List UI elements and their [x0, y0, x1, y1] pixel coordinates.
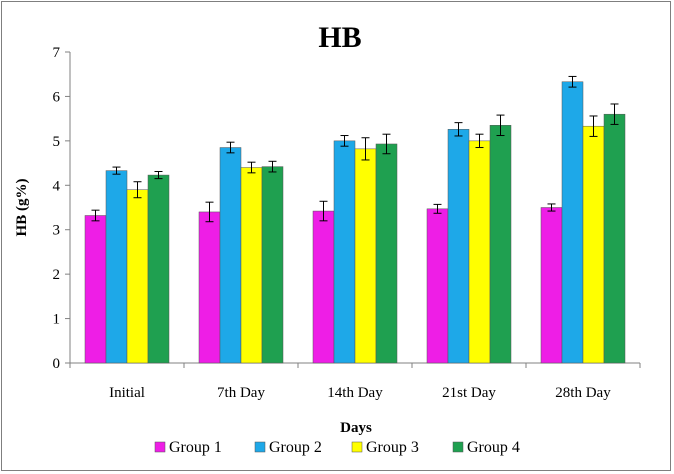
bar	[126, 189, 149, 364]
y-axis-title: HB (g%)	[14, 179, 30, 237]
legend-label: Group 3	[366, 439, 419, 456]
bar	[582, 125, 605, 364]
y-tick-label: 5	[53, 134, 61, 150]
bar	[333, 140, 356, 364]
x-tick-label: 7th Day	[217, 385, 265, 401]
x-axis-title: Days	[340, 420, 372, 436]
y-tick-label: 0	[53, 356, 61, 372]
x-tick-label: 21st Day	[442, 385, 496, 401]
legend-swatch	[154, 441, 166, 453]
y-tick-label: 2	[53, 267, 61, 283]
bar	[261, 166, 284, 364]
bar	[312, 210, 335, 364]
y-tick-label: 1	[53, 312, 61, 328]
legend-label: Group 1	[169, 439, 222, 456]
y-tick-label: 4	[53, 178, 61, 194]
bar	[84, 215, 107, 364]
y-tick-label: 7	[53, 45, 61, 61]
bar	[375, 143, 398, 364]
bars	[84, 75, 626, 364]
bar	[426, 208, 449, 364]
legend: Group 1 Group 2 Group 3 Group 4	[154, 439, 520, 456]
legend-label: Group 2	[269, 439, 322, 456]
bar	[240, 167, 263, 364]
bar	[219, 147, 242, 364]
bar	[468, 140, 491, 364]
bar	[354, 148, 377, 364]
bar	[489, 125, 512, 364]
bar	[561, 81, 584, 364]
bar	[540, 207, 563, 364]
x-tick-label: 14th Day	[327, 385, 383, 401]
bar	[147, 174, 170, 364]
bar	[447, 129, 470, 364]
legend-swatch	[452, 441, 464, 453]
chart-title: HB	[318, 21, 361, 54]
x-tick-label: 28th Day	[555, 385, 611, 401]
legend-label: Group 4	[467, 439, 520, 456]
bar	[603, 113, 626, 364]
legend-swatch	[351, 441, 363, 453]
bar	[198, 211, 221, 364]
y-tick-label: 6	[53, 89, 61, 105]
legend-swatch	[254, 441, 266, 453]
y-tick-label: 3	[53, 223, 61, 239]
bar	[105, 170, 128, 364]
x-tick-label: Initial	[109, 385, 145, 401]
